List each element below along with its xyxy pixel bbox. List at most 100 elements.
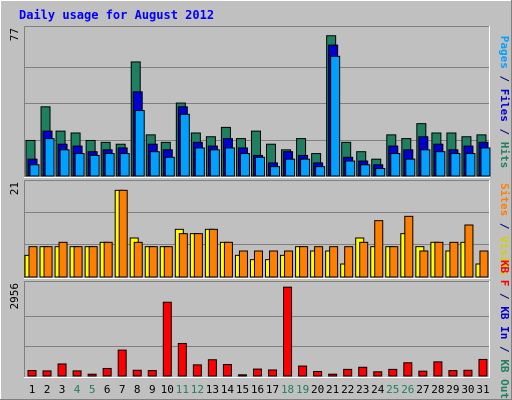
bar-pages-day-25 bbox=[390, 153, 401, 177]
bar-pages-day-19 bbox=[300, 158, 311, 177]
bar-pages-day-26 bbox=[405, 158, 416, 177]
bar-kbf-day-27 bbox=[418, 370, 428, 377]
panel-0-series-label-part-2: Files bbox=[498, 89, 511, 122]
bar-pages-day-20 bbox=[315, 166, 326, 177]
bar-kbf-day-25 bbox=[388, 368, 398, 377]
panel-2-plot-area bbox=[24, 281, 490, 378]
bar-sites-day-16 bbox=[253, 250, 263, 278]
bar-kbf-day-6 bbox=[102, 367, 112, 377]
bar-pages-day-12 bbox=[194, 147, 205, 177]
bar-pages-day-6 bbox=[104, 153, 115, 177]
bar-pages-day-10 bbox=[164, 156, 175, 177]
bar-pages-day-13 bbox=[209, 149, 220, 177]
bar-sites-day-9 bbox=[148, 246, 158, 278]
x-tick-label-12: 12 bbox=[191, 383, 204, 396]
panel-1-series-label: Sites / Visits bbox=[498, 183, 511, 276]
x-tick-label-27: 27 bbox=[416, 383, 429, 396]
x-tick-label-11: 11 bbox=[176, 383, 189, 396]
bar-pages-day-27 bbox=[420, 149, 431, 177]
bar-kbf-day-1 bbox=[27, 370, 37, 377]
x-tick-label-16: 16 bbox=[251, 383, 264, 396]
x-tick-label-2: 2 bbox=[44, 383, 51, 396]
bar-pages-day-21 bbox=[330, 55, 341, 177]
panel-0-series-label-part-3: / bbox=[498, 122, 511, 142]
bar-sites-day-28 bbox=[434, 241, 444, 278]
x-tick-label-21: 21 bbox=[326, 383, 339, 396]
bar-pages-day-9 bbox=[149, 151, 160, 177]
bar-sites-day-7 bbox=[118, 189, 128, 278]
x-tick-label-10: 10 bbox=[161, 383, 174, 396]
bar-pages-day-11 bbox=[179, 113, 190, 177]
x-tick-label-22: 22 bbox=[341, 383, 354, 396]
panel-2-series-label-part-3: / bbox=[498, 339, 511, 359]
panel-1-series-label-part-0: Sites bbox=[498, 183, 511, 216]
bar-kbf-day-12 bbox=[192, 364, 202, 377]
bar-pages-day-3 bbox=[59, 149, 70, 177]
bar-sites-day-31 bbox=[479, 250, 489, 278]
x-tick-label-8: 8 bbox=[134, 383, 141, 396]
bar-sites-day-10 bbox=[163, 246, 173, 278]
panel-1-series-label-part-1: / bbox=[498, 216, 511, 236]
bar-kbf-day-18 bbox=[283, 286, 293, 377]
x-tick-label-4: 4 bbox=[74, 383, 81, 396]
x-axis-tick-labels: 1 2 3 4 5 6 7 8 9 10 11 12 13 14 15 16 17 18 19 20 21 22 23 24 2… bbox=[29, 383, 490, 396]
bar-pages-day-7 bbox=[119, 153, 130, 177]
panel-0-series-label-part-1: / bbox=[498, 69, 511, 89]
x-tick-label-24: 24 bbox=[371, 383, 385, 396]
bar-sites-day-6 bbox=[103, 241, 113, 278]
bar-kbf-day-21 bbox=[328, 373, 338, 377]
panel-2-series-label-part-0: KB F bbox=[498, 260, 511, 287]
bar-pages-day-22 bbox=[345, 160, 356, 177]
bar-kbf-day-9 bbox=[147, 370, 157, 377]
bar-sites-day-11 bbox=[178, 233, 188, 278]
x-tick-label-7: 7 bbox=[119, 383, 126, 396]
x-tick-label-5: 5 bbox=[89, 383, 96, 396]
bar-sites-day-2 bbox=[43, 246, 53, 278]
panel-2-series-label-part-4: KB Out bbox=[498, 359, 511, 399]
x-tick-label-6: 6 bbox=[104, 383, 111, 396]
bar-sites-day-22 bbox=[344, 246, 354, 278]
bar-pages-day-23 bbox=[360, 164, 371, 177]
panel-1-series-label-part-2: Visits bbox=[498, 236, 511, 276]
bar-pages-day-29 bbox=[450, 153, 461, 177]
bar-sites-day-8 bbox=[133, 241, 143, 278]
bar-sites-day-1 bbox=[28, 246, 38, 278]
bar-sites-day-26 bbox=[404, 215, 414, 278]
bar-pages-day-1 bbox=[29, 164, 40, 177]
bar-pages-day-30 bbox=[465, 153, 476, 177]
chart-title: Daily usage for August 2012 bbox=[19, 8, 214, 22]
x-tick-label-23: 23 bbox=[356, 383, 369, 396]
bar-sites-day-20 bbox=[314, 246, 324, 278]
panel-2-series-label-part-2: KB In bbox=[498, 306, 511, 339]
bar-kbf-day-16 bbox=[252, 368, 262, 377]
bar-sites-day-23 bbox=[359, 241, 369, 278]
bar-pages-day-2 bbox=[44, 138, 55, 177]
bar-kbf-day-17 bbox=[268, 369, 278, 377]
bar-pages-day-17 bbox=[270, 166, 281, 177]
x-tick-label-30: 30 bbox=[461, 383, 474, 396]
bar-pages-day-8 bbox=[134, 110, 145, 177]
x-tick-label-18: 18 bbox=[281, 383, 294, 396]
bar-pages-day-16 bbox=[254, 156, 265, 177]
bar-kbf-day-3 bbox=[57, 363, 67, 377]
bar-sites-day-30 bbox=[464, 224, 474, 278]
bar-sites-day-15 bbox=[238, 250, 248, 278]
x-tick-label-15: 15 bbox=[236, 383, 249, 396]
bar-kbf-day-7 bbox=[117, 349, 127, 377]
bar-sites-day-29 bbox=[449, 241, 459, 278]
bar-kbf-day-13 bbox=[207, 359, 217, 377]
bar-kbf-day-11 bbox=[177, 342, 187, 377]
bar-sites-day-13 bbox=[208, 228, 218, 278]
bar-sites-day-12 bbox=[193, 233, 203, 278]
panel-0-series-label-part-0: Pages bbox=[498, 36, 511, 69]
bar-sites-day-21 bbox=[329, 246, 339, 278]
x-tick-label-29: 29 bbox=[446, 383, 459, 396]
bar-sites-day-19 bbox=[299, 246, 309, 278]
bar-kbf-day-2 bbox=[42, 370, 52, 377]
bar-kbf-day-29 bbox=[448, 370, 458, 377]
bar-kbf-day-14 bbox=[222, 364, 232, 377]
bar-kbf-day-24 bbox=[373, 371, 383, 377]
